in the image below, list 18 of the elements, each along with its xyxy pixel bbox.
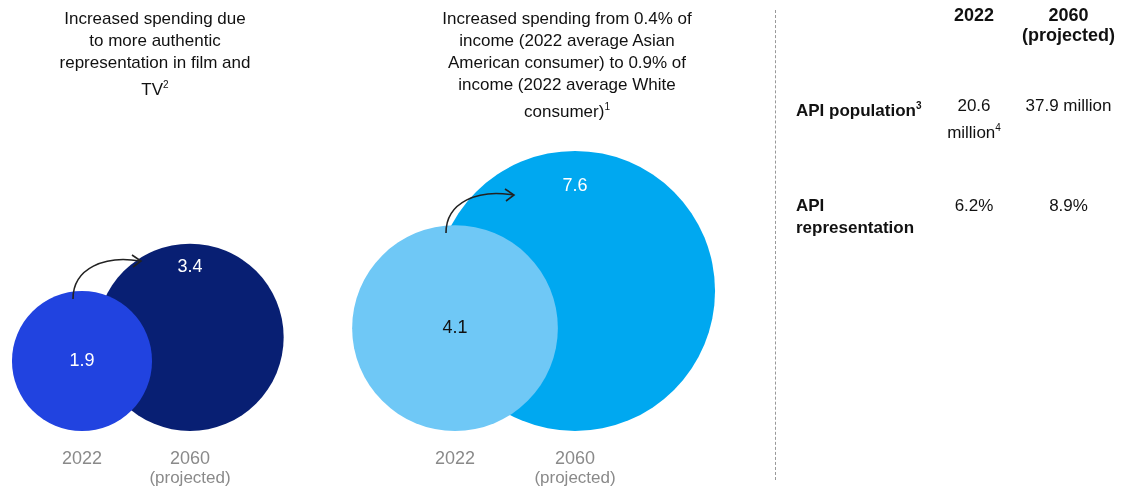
- text: Increased spending due to more authentic representation in film and TV$^{2}$: [58, 8, 252, 101]
- category-label: 2022: [61, 447, 103, 468]
- category-label: API representation: [796, 196, 915, 237]
- category-label: 2022: [952, 5, 995, 27]
- text: 8.9%: [1049, 196, 1088, 215]
- data-label: 3.4: [177, 256, 203, 277]
- text: 37.9 million: [1025, 96, 1112, 115]
- category-label: API population$^{3}$: [796, 100, 922, 120]
- category-label: 2060 (projected): [149, 447, 231, 487]
- data-label: 1.9: [69, 349, 95, 370]
- category-label: 2060 (projected): [534, 447, 616, 487]
- text: Increased spending from 0.4% of income (2022 average Asian American consumer) to 0.9% of income (2022 average White consumer)$^{1}$: [442, 8, 692, 123]
- category-label: 2022: [434, 447, 476, 468]
- data-label: 4.1: [442, 317, 468, 338]
- text: 20.6 million$^{4}$: [947, 96, 1001, 142]
- category-label: 2060 (projected): [1021, 5, 1116, 45]
- data-label: 7.6: [562, 174, 588, 195]
- text: 6.2%: [954, 196, 994, 215]
